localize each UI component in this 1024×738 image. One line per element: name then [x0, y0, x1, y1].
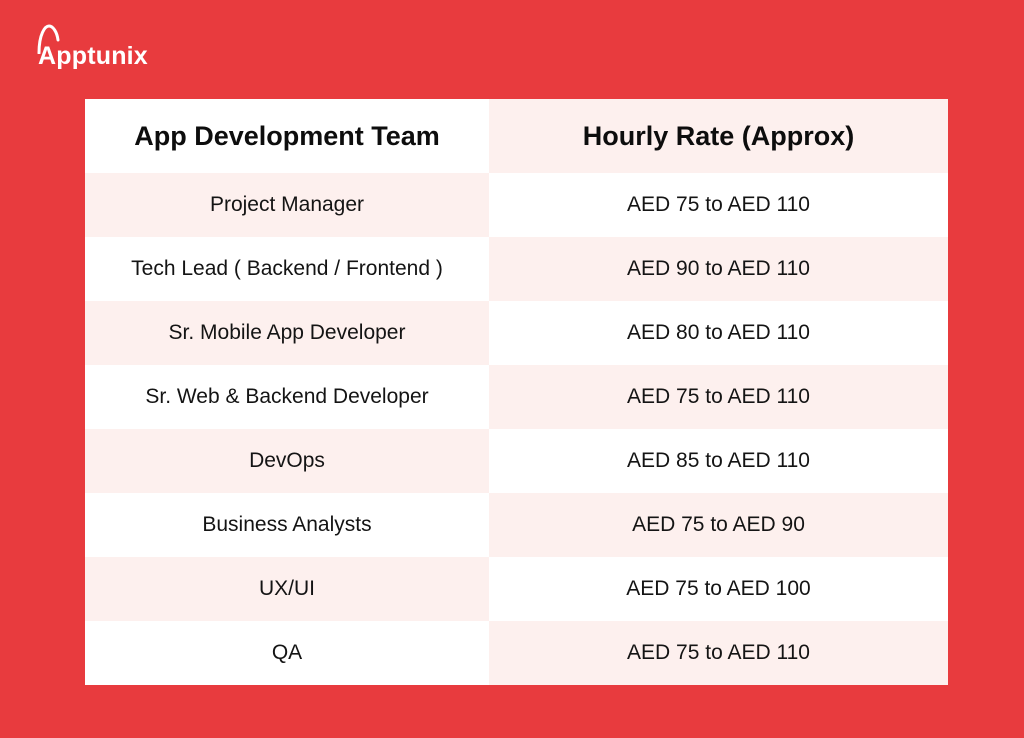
apptunix-logo-text: Apptunix — [38, 42, 148, 70]
rate-cell: AED 75 to AED 110 — [489, 173, 948, 237]
rate-cell: AED 75 to AED 90 — [489, 493, 948, 557]
rate-cell: AED 85 to AED 110 — [489, 429, 948, 493]
rate-cell: AED 75 to AED 100 — [489, 557, 948, 621]
rate-cell: AED 75 to AED 110 — [489, 365, 948, 429]
apptunix-logo: Apptunix — [37, 24, 148, 70]
role-cell: Business Analysts — [85, 493, 489, 557]
role-cell: Project Manager — [85, 173, 489, 237]
apptunix-arch-icon — [37, 24, 60, 54]
rates-table: App Development Team Hourly Rate (Approx… — [85, 99, 948, 685]
rate-cell: AED 90 to AED 110 — [489, 237, 948, 301]
role-cell: Tech Lead ( Backend / Frontend ) — [85, 237, 489, 301]
role-cell: UX/UI — [85, 557, 489, 621]
column-header-rate: Hourly Rate (Approx) — [489, 99, 948, 173]
role-cell: Sr. Mobile App Developer — [85, 301, 489, 365]
role-cell: DevOps — [85, 429, 489, 493]
role-cell: Sr. Web & Backend Developer — [85, 365, 489, 429]
column-header-team: App Development Team — [85, 99, 489, 173]
rate-cell: AED 80 to AED 110 — [489, 301, 948, 365]
role-cell: QA — [85, 621, 489, 685]
rate-cell: AED 75 to AED 110 — [489, 621, 948, 685]
